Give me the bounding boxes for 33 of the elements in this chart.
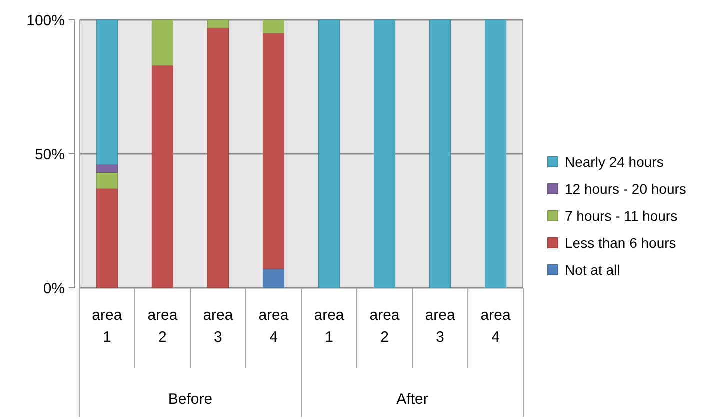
x-tick-label: area 1 xyxy=(314,307,345,346)
bar xyxy=(374,20,396,288)
legend-label: Less than 6 hours xyxy=(565,234,676,251)
legend-label: 7 hours - 11 hours xyxy=(565,208,678,224)
legend-label: Nearly 24 hours xyxy=(565,154,664,170)
bar xyxy=(96,164,118,174)
bar xyxy=(262,268,285,288)
text: After xyxy=(396,391,428,408)
text: Before xyxy=(168,391,213,408)
y-tick-label: 50% xyxy=(34,146,65,164)
bar xyxy=(318,20,340,288)
bar xyxy=(485,20,507,288)
x-tick-label: area 2 xyxy=(148,307,178,346)
bar xyxy=(207,28,230,288)
legend-label: Not at all xyxy=(565,262,620,278)
y-tick-label: 0% xyxy=(43,280,65,298)
x-tick-label: area 1 xyxy=(92,307,123,346)
bar xyxy=(96,172,118,190)
bar xyxy=(96,20,118,165)
y-tick-label: 100% xyxy=(26,12,65,30)
x-tick-label: area 4 xyxy=(480,307,512,346)
bar xyxy=(152,65,174,288)
x-tick-label: area 2 xyxy=(370,307,400,346)
bar xyxy=(96,188,118,288)
bar xyxy=(207,20,230,28)
x-tick-label: area 3 xyxy=(203,307,234,346)
x-tick-label: area 3 xyxy=(425,307,456,346)
bar xyxy=(262,33,285,270)
bar xyxy=(262,20,285,34)
legend-label: 12 hours - 20 hours xyxy=(565,180,686,197)
bar xyxy=(429,20,452,288)
x-tick-label: area 4 xyxy=(258,307,290,346)
bar xyxy=(152,20,174,66)
